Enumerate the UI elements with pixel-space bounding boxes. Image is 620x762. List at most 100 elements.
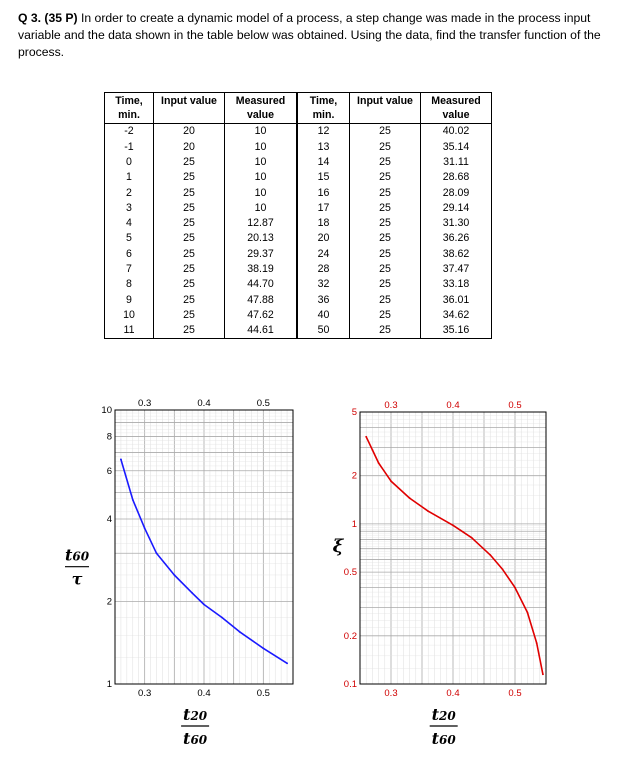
table-cell: 28.09 bbox=[420, 185, 492, 201]
data-point bbox=[286, 662, 288, 665]
table-row: 7 25 38.19 28 25 37.47 bbox=[104, 261, 492, 277]
table-cell: 9 bbox=[104, 292, 154, 308]
y-tick-label: 6 bbox=[107, 466, 112, 477]
y-tick-label: 0.2 bbox=[344, 631, 357, 642]
table-row: 8 25 44.70 32 25 33.18 bbox=[104, 276, 492, 293]
table-cell: 40.02 bbox=[420, 123, 492, 140]
table-cell: 6 bbox=[104, 246, 154, 262]
table-row: 1 25 10 15 25 28.68 bbox=[104, 169, 492, 186]
y-axis-label-denominator: τ bbox=[72, 570, 83, 589]
y-tick-label: 2 bbox=[352, 471, 357, 482]
x-tick-label-top: 0.5 bbox=[257, 398, 270, 409]
table-cell: 31.30 bbox=[420, 215, 492, 232]
chart-right-series-line bbox=[365, 436, 544, 676]
data-point bbox=[470, 536, 473, 539]
table-cell: 10 bbox=[224, 185, 298, 201]
table-row: 6 25 29.37 24 25 38.62 bbox=[104, 246, 492, 262]
table-cell: 25 bbox=[349, 215, 421, 232]
table-cell: 10 bbox=[224, 123, 298, 140]
table-row: 9 25 47.88 36 25 36.01 bbox=[104, 292, 492, 308]
table-cell: 25 bbox=[349, 123, 421, 140]
table-cell: 25 bbox=[153, 169, 225, 186]
table-row: 5 25 20.13 20 25 36.26 bbox=[104, 231, 492, 247]
x-tick-label-top: 0.3 bbox=[138, 398, 151, 409]
table-row: 10 25 47.62 40 25 34.62 bbox=[104, 307, 492, 323]
table-cell: 3 bbox=[104, 200, 154, 216]
data-point bbox=[365, 435, 368, 438]
table-cell: 2 bbox=[104, 185, 154, 201]
table-cell: 29.37 bbox=[224, 246, 298, 262]
data-point bbox=[131, 498, 134, 501]
question-label: Q 3. (35 P) bbox=[18, 11, 78, 25]
data-point bbox=[220, 616, 223, 619]
table-cell: 17 bbox=[296, 200, 350, 216]
table-cell: 15 bbox=[296, 169, 350, 186]
table-cell: 10 bbox=[224, 154, 298, 170]
y-tick-label: 0.5 bbox=[344, 567, 357, 578]
table-cell: 20 bbox=[153, 123, 225, 140]
chart-right: 0.3 0.3 0.4 0.4 0.5 0.5 0.1 0.2 0.5 1 2 5 t20 t60 ξ bbox=[333, 400, 547, 748]
table-cell: 25 bbox=[349, 154, 421, 170]
table-row: 2 25 10 16 25 28.09 bbox=[104, 185, 492, 201]
y-tick-label: 5 bbox=[352, 407, 357, 418]
table-cell: 25 bbox=[349, 169, 421, 186]
y-tick-label: 4 bbox=[107, 514, 112, 525]
table-cell: 8 bbox=[104, 276, 154, 293]
table-cell: 20.13 bbox=[224, 231, 298, 247]
table-row: 4 25 12.87 18 25 31.30 bbox=[104, 215, 492, 232]
table-cell: 25 bbox=[153, 200, 225, 216]
table-cell: 25 bbox=[153, 261, 225, 277]
table-cell: 29.14 bbox=[420, 200, 492, 216]
table-cell: 10 bbox=[224, 200, 298, 216]
header-measured-2: Measured value bbox=[420, 92, 492, 124]
x-axis-label-denominator-sub: 60 bbox=[439, 733, 456, 747]
x-tick-label-top: 0.5 bbox=[508, 400, 521, 411]
x-axis-label-numerator: t20 bbox=[432, 705, 457, 724]
x-tick-label-top: 0.3 bbox=[384, 400, 397, 411]
table-cell: 32 bbox=[296, 276, 350, 293]
table-cell: -2 bbox=[104, 123, 154, 140]
y-tick-label: 10 bbox=[101, 405, 112, 416]
header-measured-1: Measured value bbox=[224, 92, 298, 124]
x-tick-label-bottom: 0.4 bbox=[197, 688, 210, 699]
table-cell: 38.19 bbox=[224, 261, 298, 277]
table-cell: 25 bbox=[153, 154, 225, 170]
table-cell: 25 bbox=[349, 276, 421, 293]
data-point bbox=[526, 611, 529, 614]
data-table: Time, min. Input value Measured value Time… bbox=[104, 92, 492, 340]
table-cell: 10 bbox=[224, 169, 298, 186]
table-cell: 25 bbox=[153, 215, 225, 232]
table-cell: 25 bbox=[153, 246, 225, 262]
table-cell: 25 bbox=[153, 276, 225, 293]
data-point bbox=[489, 554, 492, 556]
question-body: In order to create a dynamic model of a … bbox=[18, 11, 601, 59]
table-cell: 31.11 bbox=[420, 154, 492, 170]
table-cell: 40 bbox=[296, 307, 350, 323]
table-cell: 25 bbox=[349, 307, 421, 323]
table-cell: 44.61 bbox=[224, 322, 298, 340]
data-point bbox=[408, 497, 411, 499]
table-cell: 25 bbox=[349, 200, 421, 216]
x-axis-label-numerator: t20 bbox=[183, 705, 208, 724]
data-point bbox=[452, 524, 454, 527]
table-cell: 25 bbox=[349, 246, 421, 262]
table-row: -2 20 10 12 25 40.02 bbox=[104, 123, 492, 140]
y-axis-label: ξ bbox=[333, 536, 345, 557]
x-axis-label-denominator-sub: 60 bbox=[190, 733, 207, 747]
table-cell: 36.01 bbox=[420, 292, 492, 308]
table-cell: 47.62 bbox=[224, 307, 298, 323]
data-point bbox=[173, 574, 176, 576]
y-tick-label: 0.1 bbox=[344, 679, 357, 690]
table-cell: 36.26 bbox=[420, 231, 492, 247]
chart-left: 0.3 0.3 0.4 0.4 0.5 0.5 1 2 4 6 8 10 t20 t60 t60 τ bbox=[65, 398, 294, 748]
table-cell: 44.70 bbox=[224, 276, 298, 293]
y-tick-label: 8 bbox=[107, 432, 112, 443]
table-cell: 50 bbox=[296, 322, 350, 340]
table-row: 0 25 10 14 25 31.11 bbox=[104, 154, 492, 170]
header-input-2: Input value bbox=[349, 92, 421, 124]
y-axis-label-numerator: t60 bbox=[65, 546, 90, 565]
table-row: -1 20 10 13 25 35.14 bbox=[104, 139, 492, 155]
table-cell: 20 bbox=[296, 231, 350, 247]
table-cell: 10 bbox=[104, 307, 154, 323]
table-cell: -1 bbox=[104, 139, 154, 155]
